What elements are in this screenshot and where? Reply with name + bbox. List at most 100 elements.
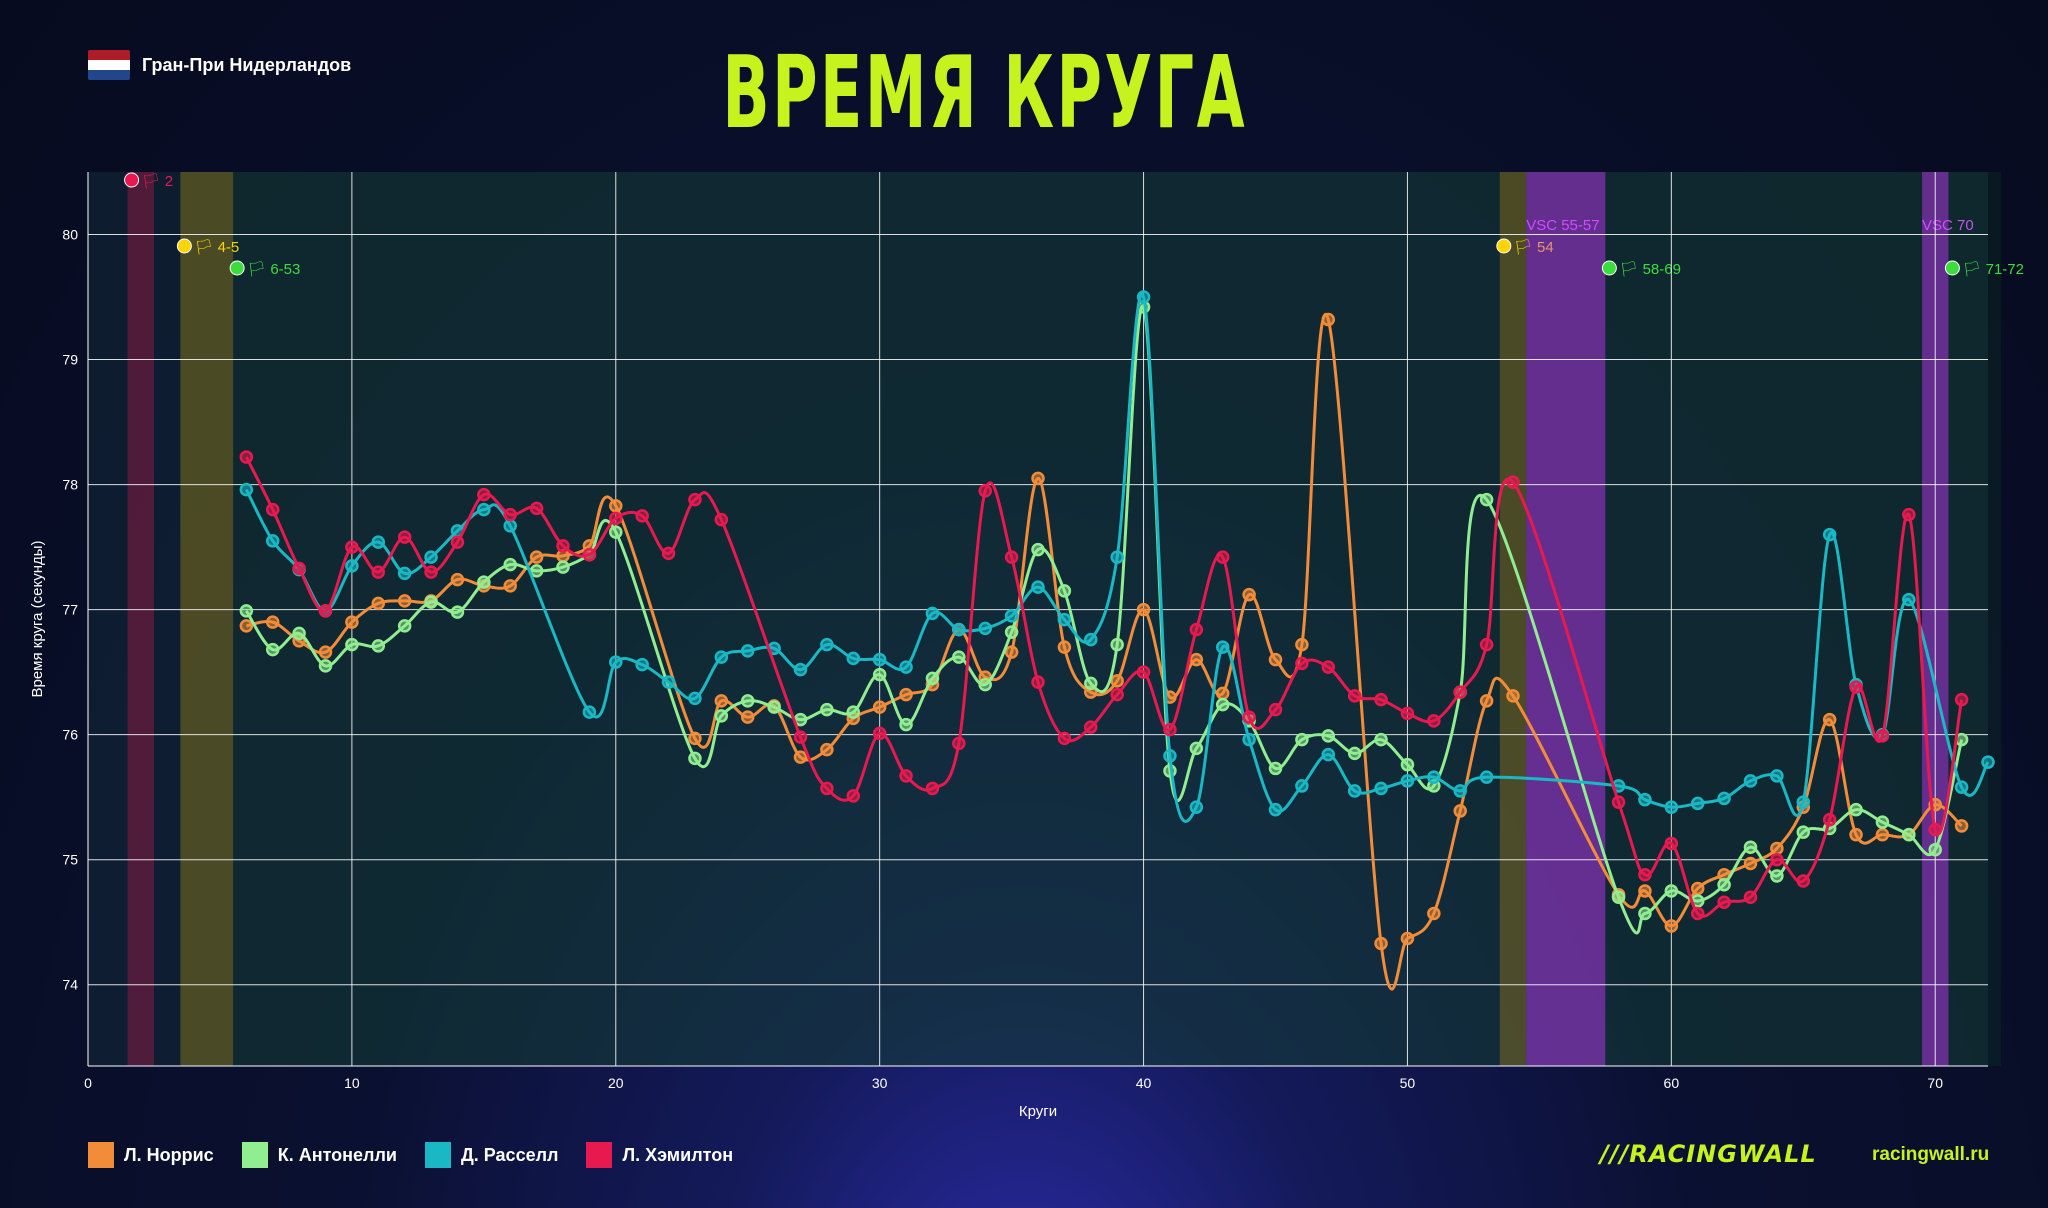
data-point <box>740 710 755 724</box>
data-point <box>1031 471 1045 486</box>
data-point <box>1611 890 1626 904</box>
data-point <box>345 559 359 573</box>
data-point <box>767 700 781 714</box>
data-point <box>688 691 702 706</box>
data-point <box>1347 784 1362 798</box>
data-point <box>1295 656 1309 671</box>
data-point <box>1136 665 1151 679</box>
race-header: Гран-При Нидерландов <box>88 50 351 80</box>
flag-dot-icon <box>1496 238 1512 254</box>
data-point <box>239 482 254 497</box>
data-point <box>292 561 306 576</box>
data-point <box>529 550 544 564</box>
data-point <box>872 726 887 741</box>
data-point <box>1110 637 1124 652</box>
data-point <box>609 525 623 539</box>
data-point <box>318 659 333 673</box>
data-point <box>1479 492 1494 507</box>
y-tick-label: 79 <box>62 352 78 368</box>
data-point <box>424 595 438 609</box>
legend-label: К. Антонелли <box>277 1144 397 1165</box>
data-point <box>952 622 966 637</box>
data-point <box>714 694 729 708</box>
data-point <box>1453 804 1467 818</box>
flag-dot-icon <box>1601 260 1617 276</box>
data-point <box>1849 827 1863 842</box>
data-point <box>661 675 676 689</box>
data-point <box>714 512 729 527</box>
legend-item: Д. Расселл <box>424 1142 558 1168</box>
data-point <box>318 604 333 618</box>
data-point <box>477 487 491 502</box>
data-point <box>609 499 623 513</box>
data-point <box>1743 774 1758 788</box>
data-point <box>1268 702 1283 717</box>
data-point <box>1638 884 1652 898</box>
race-name: Гран-При Нидерландов <box>142 54 352 75</box>
data-point <box>1347 689 1362 703</box>
data-point <box>635 657 649 672</box>
data-point <box>1189 741 1204 756</box>
data-point <box>635 509 649 523</box>
x-tick-label: 20 <box>608 1075 624 1091</box>
data-point <box>925 606 940 621</box>
data-point <box>529 501 544 516</box>
data-point <box>820 781 834 796</box>
data-point <box>1770 841 1784 856</box>
data-point <box>318 645 333 659</box>
data-point <box>1717 791 1731 806</box>
data-point <box>1796 825 1811 839</box>
data-point <box>1928 842 1942 857</box>
data-point <box>1057 612 1072 627</box>
flag-annotation-label: 🏳 71-72 <box>1962 261 2024 278</box>
data-point <box>952 650 966 664</box>
x-tick-label: 60 <box>1664 1075 1680 1091</box>
flag-band-yellow <box>1499 172 1527 1066</box>
flag-annotation-label: 🏳 6-53 <box>247 261 300 278</box>
data-point <box>582 705 597 719</box>
x-tick-label: 50 <box>1400 1075 1416 1091</box>
data-point <box>793 730 808 744</box>
data-point <box>1638 867 1652 882</box>
flag-dot-icon <box>124 172 140 188</box>
data-point <box>1453 784 1467 798</box>
site-link[interactable]: racingwall.ru <box>1872 1144 1990 1165</box>
data-point <box>1796 874 1811 888</box>
data-point <box>1242 710 1256 724</box>
legend: Л. Норрис К. Антонелли Д. Расселл Л. Хэмилт… <box>88 1142 733 1168</box>
data-point <box>1954 780 1969 794</box>
series-2 <box>239 300 1969 935</box>
data-point <box>978 484 992 498</box>
data-point <box>292 626 306 641</box>
data-point <box>899 660 913 674</box>
data-point <box>265 502 280 517</box>
data-point <box>1453 685 1467 699</box>
data-point <box>688 751 702 766</box>
data-point <box>371 596 386 611</box>
legend-item: К. Антонелли <box>241 1142 397 1168</box>
flag-dot-icon <box>176 238 192 254</box>
data-point <box>714 650 729 664</box>
data-point <box>899 769 913 783</box>
data-point <box>503 557 517 572</box>
data-point <box>1822 527 1837 542</box>
data-point <box>1400 706 1415 721</box>
data-point <box>1427 770 1441 784</box>
data-point <box>1215 686 1230 701</box>
data-point <box>1374 936 1388 951</box>
data-point <box>1849 680 1863 694</box>
data-point <box>1690 906 1705 921</box>
data-point <box>872 652 887 667</box>
flag-annotation-label: 🏳 54 <box>1514 239 1554 256</box>
data-point <box>1374 732 1388 747</box>
data-point <box>925 781 940 796</box>
data-point <box>1057 640 1072 654</box>
data-point <box>397 530 412 544</box>
data-point <box>740 694 755 708</box>
data-point <box>1374 781 1388 796</box>
data-point <box>1822 712 1837 727</box>
y-tick-label: 80 <box>62 227 78 243</box>
flag-band-yellow <box>180 172 234 1066</box>
data-point <box>503 519 517 533</box>
data-point <box>1163 722 1177 737</box>
